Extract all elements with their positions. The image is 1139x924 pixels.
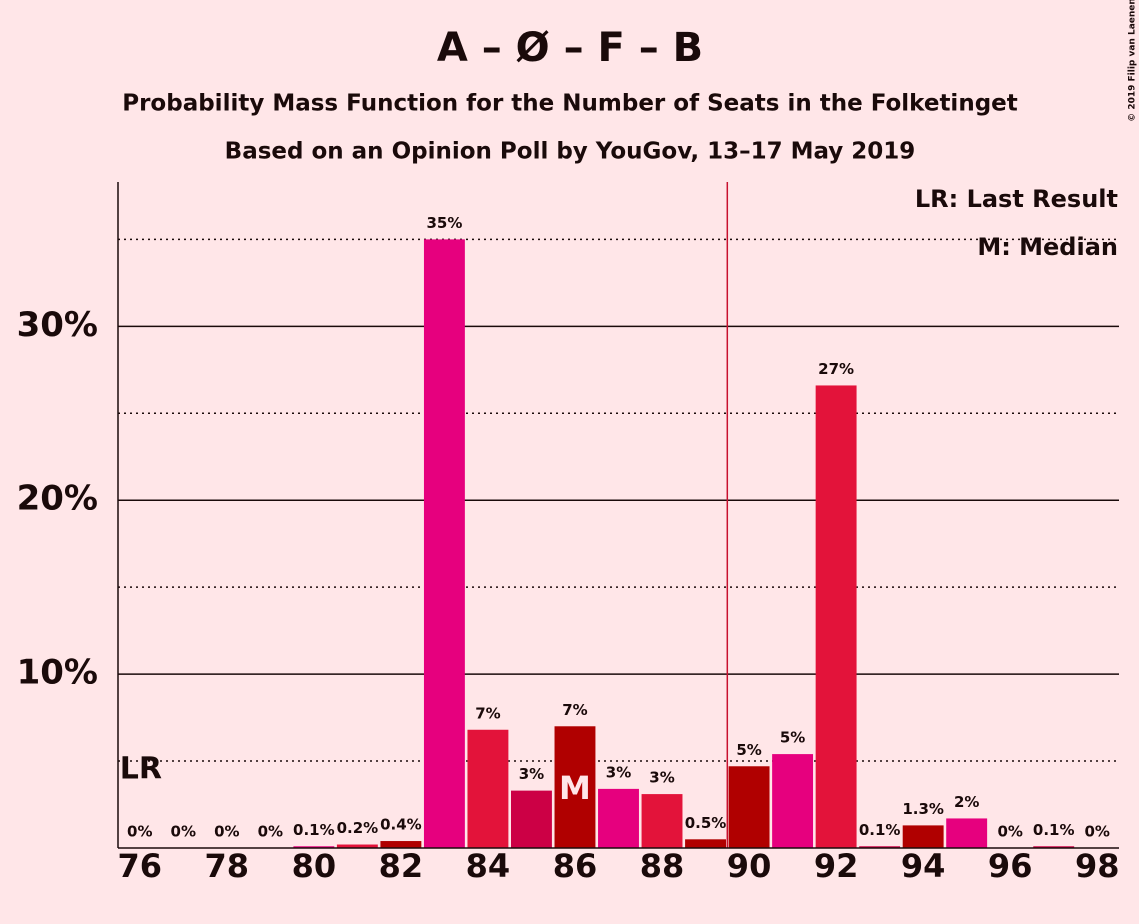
bar xyxy=(946,818,988,848)
x-tick-label: 96 xyxy=(988,847,1033,885)
y-tick-label: 20% xyxy=(17,479,98,519)
chart-title: A – Ø – F – B xyxy=(437,25,703,71)
value-label: 35% xyxy=(426,214,462,232)
x-tick-label: 84 xyxy=(466,847,511,885)
value-label: 0.4% xyxy=(380,816,422,834)
bar xyxy=(423,239,465,849)
value-label: 0% xyxy=(127,823,152,841)
value-label: 3% xyxy=(519,765,544,783)
value-label: 2% xyxy=(954,793,979,811)
bar xyxy=(293,846,335,848)
bar xyxy=(772,754,814,848)
legend-entry: M: Median xyxy=(977,233,1118,261)
bar xyxy=(380,841,422,848)
x-tick-label: 88 xyxy=(640,847,685,885)
bar xyxy=(902,825,944,848)
value-label: 0% xyxy=(997,823,1022,841)
value-label: 27% xyxy=(818,360,854,378)
last-result-marker: LR xyxy=(120,752,162,787)
value-label: 0.1% xyxy=(1033,821,1075,839)
value-label: 0% xyxy=(171,823,196,841)
value-label: 0% xyxy=(1085,823,1110,841)
bar xyxy=(815,385,857,848)
x-tick-label: 76 xyxy=(117,847,162,885)
bar xyxy=(336,844,378,848)
x-tick-label: 80 xyxy=(292,847,337,885)
x-tick-label: 94 xyxy=(901,847,946,885)
bar xyxy=(859,846,901,848)
x-tick-label: 92 xyxy=(814,847,859,885)
bar xyxy=(1033,846,1075,848)
value-label: 7% xyxy=(562,701,587,719)
y-tick-label: 30% xyxy=(17,305,98,345)
value-label: 0.1% xyxy=(859,821,901,839)
subtitle: Probability Mass Function for the Number… xyxy=(122,91,1018,117)
value-label: 0.5% xyxy=(685,814,727,832)
value-label: 0.1% xyxy=(293,821,335,839)
bar xyxy=(598,788,639,848)
x-tick-label: 78 xyxy=(205,847,250,885)
value-label: 0% xyxy=(214,823,239,841)
bar xyxy=(728,766,770,848)
value-label: 0% xyxy=(258,823,283,841)
value-label: 5% xyxy=(780,729,805,747)
credit: © 2019 Filip van Laenen xyxy=(1128,0,1138,122)
value-label: 0.2% xyxy=(337,819,379,837)
value-label: 7% xyxy=(475,704,500,722)
median-marker: M xyxy=(559,769,591,807)
bar xyxy=(685,839,726,848)
x-tick-label: 82 xyxy=(379,847,424,885)
x-tick-label: 90 xyxy=(727,847,772,885)
value-label: 1.3% xyxy=(902,800,944,818)
bar xyxy=(511,790,552,848)
bar xyxy=(467,729,509,848)
value-label: 3% xyxy=(606,763,631,781)
x-tick-label: 86 xyxy=(553,847,598,885)
legend-entry: LR: Last Result xyxy=(915,185,1118,213)
bar xyxy=(554,726,596,848)
subtitle: Based on an Opinion Poll by YouGov, 13–1… xyxy=(225,139,916,165)
value-label: 3% xyxy=(649,769,674,787)
bar xyxy=(641,794,683,848)
y-tick-label: 10% xyxy=(17,653,98,693)
x-tick-label: 98 xyxy=(1075,847,1120,885)
value-label: 5% xyxy=(736,741,761,759)
